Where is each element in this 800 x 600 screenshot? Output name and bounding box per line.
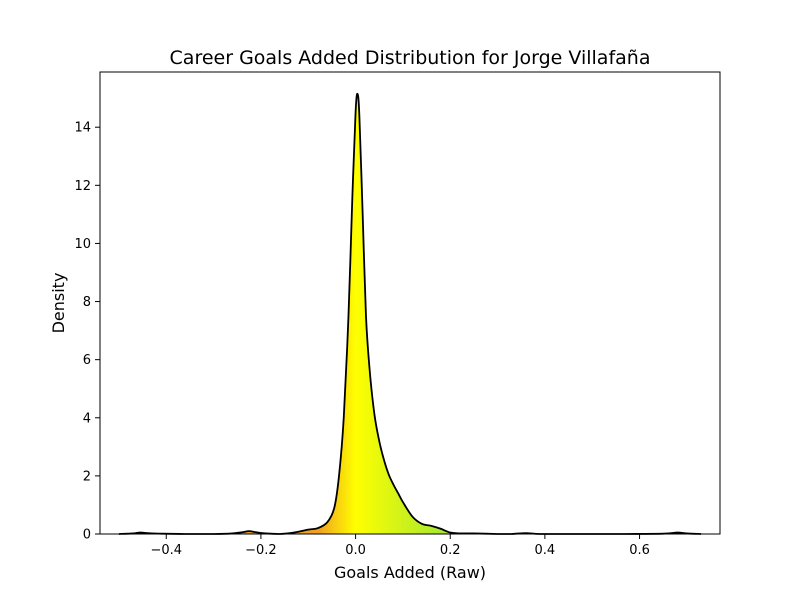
x-axis-label: Goals Added (Raw) [334, 563, 486, 582]
x-tick-label: 0.2 [440, 543, 461, 558]
y-axis-label: Density [49, 273, 68, 334]
y-tick-label: 6 [83, 353, 91, 368]
y-tick-label: 12 [74, 179, 91, 194]
x-tick-label: 0.4 [535, 543, 556, 558]
x-tick-label: 0.0 [345, 543, 366, 558]
y-tick-label: 14 [74, 121, 91, 136]
y-tick-label: 10 [74, 237, 91, 252]
y-tick-label: 8 [83, 295, 91, 310]
y-axis-ticks: 0 2 4 6 8 10 12 14 [74, 121, 100, 543]
x-tick-label: −0.2 [245, 543, 277, 558]
y-tick-label: 4 [83, 411, 91, 426]
plot-background [100, 72, 720, 534]
y-tick-label: 2 [83, 469, 91, 484]
x-axis-ticks: −0.4 −0.2 0.0 0.2 0.4 0.6 [150, 534, 649, 558]
x-tick-label: −0.4 [150, 543, 182, 558]
y-tick-label: 0 [83, 528, 91, 543]
chart-title: Career Goals Added Distribution for Jorg… [170, 47, 651, 69]
x-tick-label: 0.6 [629, 543, 650, 558]
